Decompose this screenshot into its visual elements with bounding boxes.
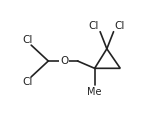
Text: Me: Me [87, 87, 102, 97]
Text: Cl: Cl [22, 35, 32, 45]
Text: Cl: Cl [115, 21, 125, 31]
Text: Cl: Cl [22, 77, 32, 87]
Text: Cl: Cl [88, 21, 99, 31]
Text: O: O [60, 56, 68, 66]
